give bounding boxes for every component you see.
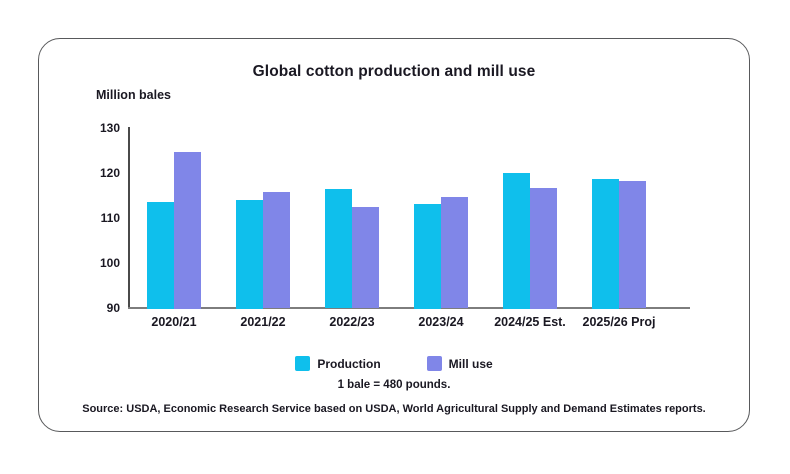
bar-mill-use xyxy=(352,206,379,309)
x-axis-label: 2020/21 xyxy=(151,315,197,329)
bar-production xyxy=(325,188,352,309)
y-tick-label: 130 xyxy=(99,120,120,135)
x-axis-label: 2025/26 Proj xyxy=(582,315,656,329)
bar-production xyxy=(503,172,530,309)
legend-item-production: Production xyxy=(295,356,381,371)
x-axis-line xyxy=(128,307,690,309)
chart-title: Global cotton production and mill use xyxy=(252,63,536,80)
y-axis-title: Million bales xyxy=(96,88,172,102)
x-axis-label: 2023/24 xyxy=(418,315,464,329)
x-axis-label: 2024/25 Est. xyxy=(494,315,566,329)
y-tick-label: 100 xyxy=(99,255,120,270)
x-axis-label: 2022/23 xyxy=(329,315,375,329)
bar-production xyxy=(147,201,174,309)
bar-mill-use xyxy=(263,192,290,309)
y-tick-label: 120 xyxy=(99,165,120,180)
y-tick-label: 90 xyxy=(106,300,120,315)
unit-footnote: 1 bale = 480 pounds. xyxy=(337,379,451,391)
chart-legend: Production Mill use xyxy=(38,356,750,371)
source-line: Source: USDA, Economic Research Service … xyxy=(82,403,706,415)
y-tick-label: 110 xyxy=(100,210,120,225)
x-axis-label: 2021/22 xyxy=(240,315,286,329)
y-axis-line xyxy=(128,127,130,308)
bar-mill-use xyxy=(441,196,468,309)
bar-production xyxy=(414,204,441,309)
bar-mill-use xyxy=(619,180,646,309)
bar-mill-use xyxy=(530,188,557,309)
bar-production xyxy=(592,179,619,309)
bar-mill-use xyxy=(174,152,201,309)
legend-item-mill-use: Mill use xyxy=(426,356,493,371)
production-swatch-icon xyxy=(295,356,311,371)
bar-production xyxy=(236,199,263,309)
legend-label-mill-use: Mill use xyxy=(448,356,493,371)
legend-label-production: Production xyxy=(317,356,381,371)
mill-use-swatch-icon xyxy=(426,356,442,371)
